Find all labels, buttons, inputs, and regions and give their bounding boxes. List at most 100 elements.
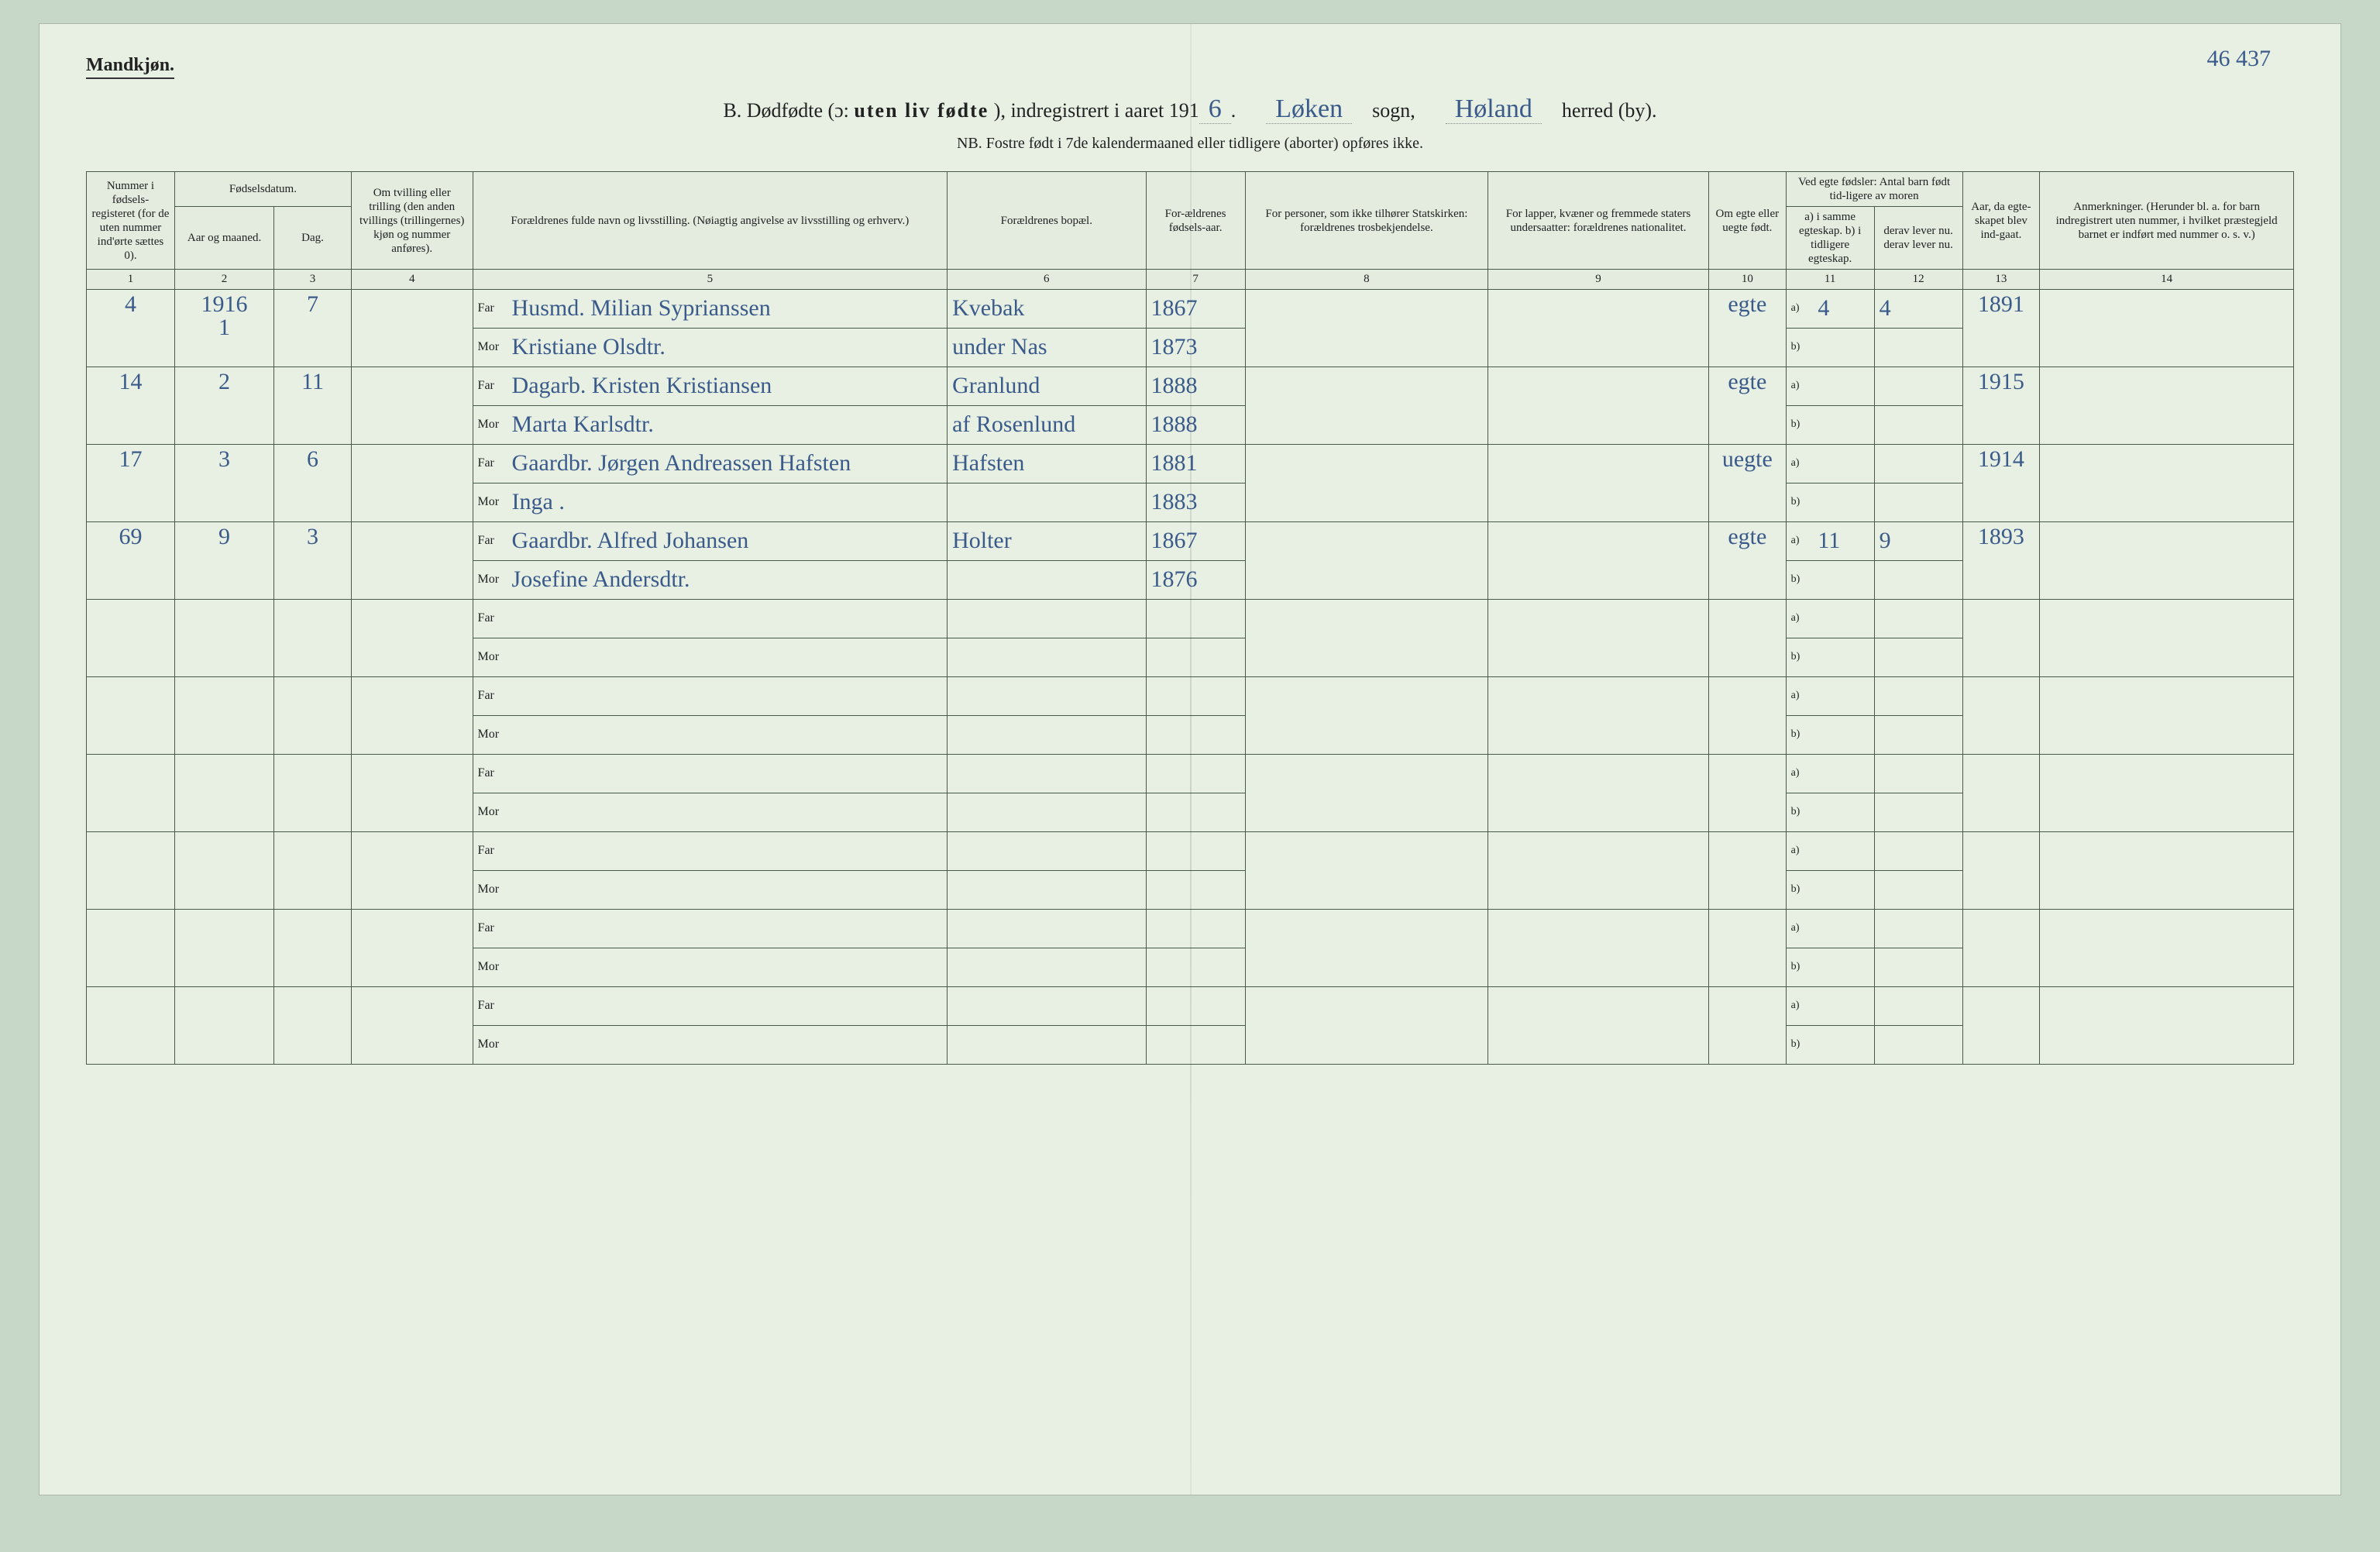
table-row: 6993FarGaardbr. Alfred JohansenMorJosefi… xyxy=(87,522,2294,600)
cell-twin xyxy=(351,832,473,910)
hdr-col1: Nummer i fødsels-registeret (for de uten… xyxy=(87,172,175,270)
cell-year-month: 3 xyxy=(174,445,273,522)
cell-parent-birthyear xyxy=(1146,910,1245,987)
cell-year-month xyxy=(174,600,273,677)
cell-parent-birthyear xyxy=(1146,600,1245,677)
hdr-col5: Forældrenes fulde navn og livsstilling. … xyxy=(473,172,948,270)
cell-prev-living xyxy=(1874,910,1962,987)
cell-parents-name: FarMor xyxy=(473,910,948,987)
cell-residence: Holter xyxy=(948,522,1146,600)
hdr-col2: Aar og maaned. xyxy=(174,207,273,270)
cell-prev-living xyxy=(1874,987,1962,1065)
table-row: FarMora) b) xyxy=(87,600,2294,677)
cell-number xyxy=(87,600,175,677)
column-number: 6 xyxy=(948,270,1146,290)
hdr-col13: Aar, da egte-skapet blev ind-gaat. xyxy=(1962,172,2040,270)
table-row: FarMora) b) xyxy=(87,910,2294,987)
cell-nationality xyxy=(1488,290,1709,367)
column-number: 10 xyxy=(1708,270,1786,290)
cell-twin xyxy=(351,755,473,832)
cell-parents-name: FarMor xyxy=(473,600,948,677)
cell-marriage-year xyxy=(1962,987,2040,1065)
cell-nationality xyxy=(1488,832,1709,910)
cell-marriage-year xyxy=(1962,600,2040,677)
cell-number xyxy=(87,910,175,987)
cell-legitimate xyxy=(1708,910,1786,987)
cell-residence xyxy=(948,987,1146,1065)
title-bold: uten liv fødte xyxy=(854,99,989,122)
column-number: 7 xyxy=(1146,270,1245,290)
cell-marriage-year xyxy=(1962,910,2040,987)
table-row: 4191617FarHusmd. Milian SyprianssenMorKr… xyxy=(87,290,2294,367)
hdr-col11: a) i samme egteskap. b) i tidligere egte… xyxy=(1786,207,1874,270)
cell-twin xyxy=(351,910,473,987)
cell-number xyxy=(87,755,175,832)
cell-year-month: 9 xyxy=(174,522,273,600)
cell-religion xyxy=(1245,367,1488,445)
cell-prev-children: a) b) xyxy=(1786,755,1874,832)
title-year-fill: 6 xyxy=(1199,95,1231,124)
cell-day xyxy=(274,910,352,987)
column-number: 3 xyxy=(274,270,352,290)
cell-day: 6 xyxy=(274,445,352,522)
cell-day: 3 xyxy=(274,522,352,600)
cell-parents-name: FarMor xyxy=(473,832,948,910)
table-header: Nummer i fødsels-registeret (for de uten… xyxy=(87,172,2294,290)
hdr-col12: derav lever nu. derav lever nu. xyxy=(1874,207,1962,270)
cell-religion xyxy=(1245,987,1488,1065)
cell-parents-name: FarGaardbr. Alfred JohansenMorJosefine A… xyxy=(473,522,948,600)
cell-religion xyxy=(1245,290,1488,367)
cell-day xyxy=(274,832,352,910)
cell-prev-living xyxy=(1874,677,1962,755)
column-number-row: 1234567891011121314 xyxy=(87,270,2294,290)
cell-residence: Kvebakunder Nas xyxy=(948,290,1146,367)
cell-nationality xyxy=(1488,367,1709,445)
cell-year-month: 2 xyxy=(174,367,273,445)
cell-residence xyxy=(948,755,1146,832)
cell-parent-birthyear xyxy=(1146,987,1245,1065)
table-row: FarMor a) b) xyxy=(87,677,2294,755)
cell-year-month xyxy=(174,910,273,987)
cell-prev-children: a) b) xyxy=(1786,445,1874,522)
cell-legitimate xyxy=(1708,755,1786,832)
cell-parents-name: FarGaardbr. Jørgen Andreassen HafstenMor… xyxy=(473,445,948,522)
cell-year-month xyxy=(174,677,273,755)
cell-remarks xyxy=(2040,832,2294,910)
cell-prev-children: a) 4b) xyxy=(1786,290,1874,367)
cell-twin xyxy=(351,367,473,445)
table-row: FarMora) b) xyxy=(87,832,2294,910)
cell-parents-name: FarMor xyxy=(473,987,948,1065)
form-title: B. Dødfødte (ɔ: uten liv fødte ), indreg… xyxy=(86,95,2294,124)
cell-year-month xyxy=(174,832,273,910)
cell-number xyxy=(87,677,175,755)
hdr-col10: Om egte eller uegte født. xyxy=(1708,172,1786,270)
cell-religion xyxy=(1245,677,1488,755)
cell-remarks xyxy=(2040,600,2294,677)
cell-parents-name: FarMor xyxy=(473,677,948,755)
cell-remarks xyxy=(2040,677,2294,755)
cell-nationality xyxy=(1488,522,1709,600)
cell-religion xyxy=(1245,832,1488,910)
cell-residence: Granlundaf Rosenlund xyxy=(948,367,1146,445)
cell-marriage-year xyxy=(1962,755,2040,832)
cell-prev-living xyxy=(1874,445,1962,522)
cell-day xyxy=(274,987,352,1065)
cell-remarks xyxy=(2040,367,2294,445)
cell-marriage-year: 1891 xyxy=(1962,290,2040,367)
table-row: 1736FarGaardbr. Jørgen Andreassen Hafste… xyxy=(87,445,2294,522)
cell-parent-birthyear xyxy=(1146,832,1245,910)
cell-prev-children: a) b) xyxy=(1786,677,1874,755)
cell-parent-birthyear xyxy=(1146,677,1245,755)
cell-parent-birthyear: 18671876 xyxy=(1146,522,1245,600)
cell-marriage-year: 1893 xyxy=(1962,522,2040,600)
cell-prev-living: 4 xyxy=(1874,290,1962,367)
cell-parent-birthyear: 18881888 xyxy=(1146,367,1245,445)
cell-remarks xyxy=(2040,987,2294,1065)
cell-legitimate: egte xyxy=(1708,367,1786,445)
table-body: 4191617FarHusmd. Milian SyprianssenMorKr… xyxy=(87,290,2294,1065)
cell-day: 11 xyxy=(274,367,352,445)
column-number: 1 xyxy=(87,270,175,290)
cell-legitimate: uegte xyxy=(1708,445,1786,522)
cell-prev-living: 9 xyxy=(1874,522,1962,600)
cell-nationality xyxy=(1488,445,1709,522)
